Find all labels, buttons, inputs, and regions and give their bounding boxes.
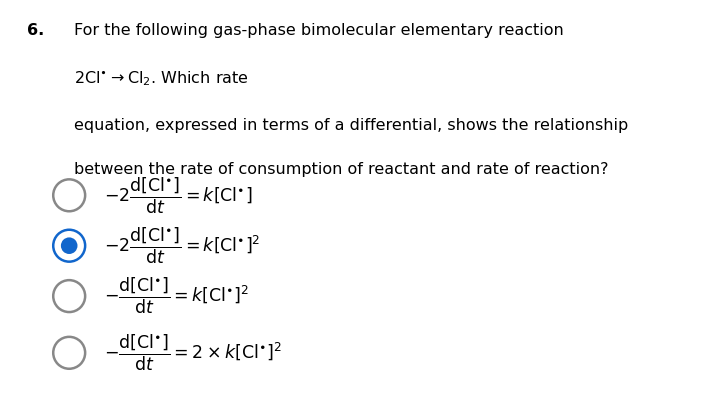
Ellipse shape	[53, 179, 85, 211]
Ellipse shape	[53, 280, 85, 312]
Text: 6.: 6.	[27, 23, 44, 38]
Ellipse shape	[61, 237, 78, 254]
Text: equation, expressed in terms of a differential, shows the relationship: equation, expressed in terms of a differ…	[74, 118, 628, 134]
Ellipse shape	[53, 230, 85, 262]
Text: $-2\dfrac{\mathrm{d}[\mathrm{Cl}^{\bullet}]}{\mathrm{d}t} = k[\mathrm{Cl}^{\bull: $-2\dfrac{\mathrm{d}[\mathrm{Cl}^{\bulle…	[104, 175, 253, 215]
Text: For the following gas-phase bimolecular elementary reaction: For the following gas-phase bimolecular …	[74, 23, 564, 38]
Ellipse shape	[53, 337, 85, 369]
Text: $-\dfrac{\mathrm{d}[\mathrm{Cl}^{\bullet}]}{\mathrm{d}t} = 2 \times k[\mathrm{Cl: $-\dfrac{\mathrm{d}[\mathrm{Cl}^{\bullet…	[104, 333, 282, 373]
Text: $2\mathrm{Cl}^{\bullet} \rightarrow \mathrm{Cl_2}$. Which rate: $2\mathrm{Cl}^{\bullet} \rightarrow \mat…	[74, 69, 249, 88]
Text: between the rate of consumption of reactant and rate of reaction?: between the rate of consumption of react…	[74, 162, 609, 177]
Text: $-\dfrac{\mathrm{d}[\mathrm{Cl}^{\bullet}]}{\mathrm{d}t} = k[\mathrm{Cl}^{\bulle: $-\dfrac{\mathrm{d}[\mathrm{Cl}^{\bullet…	[104, 276, 250, 316]
Text: $-2\dfrac{\mathrm{d}[\mathrm{Cl}^{\bullet}]}{\mathrm{d}t} = k[\mathrm{Cl}^{\bull: $-2\dfrac{\mathrm{d}[\mathrm{Cl}^{\bulle…	[104, 226, 261, 266]
